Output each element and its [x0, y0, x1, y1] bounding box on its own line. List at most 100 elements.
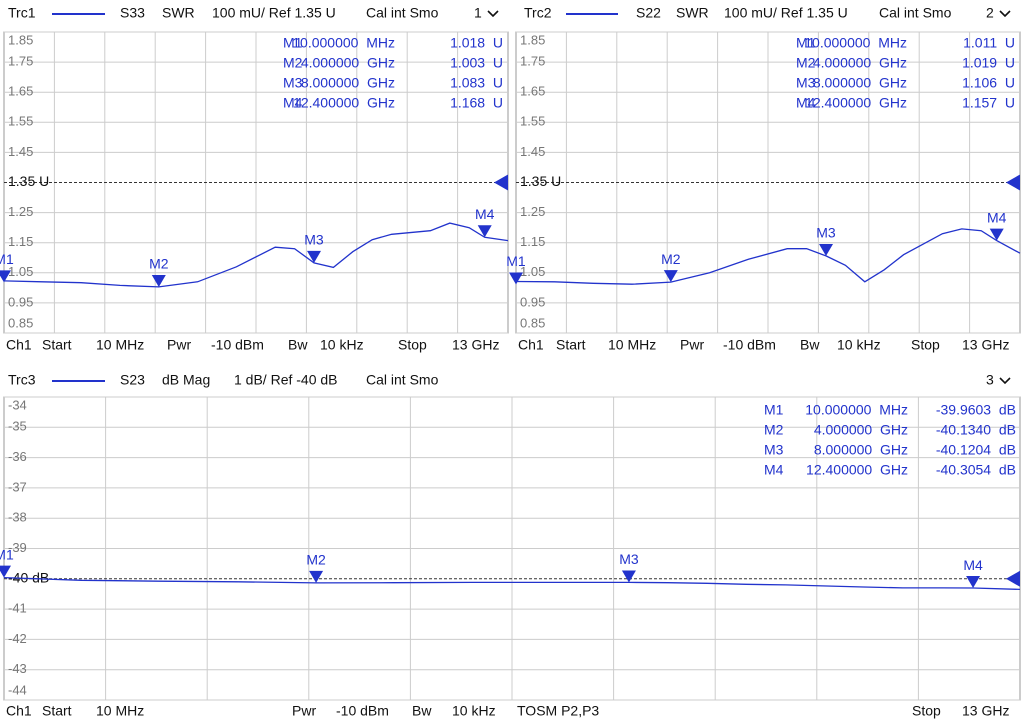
y-tick-label: 1.65	[8, 84, 33, 99]
header-text: 2	[986, 5, 994, 21]
y-tick-label: 1.25	[8, 204, 33, 219]
footer-text: 13 GHz	[962, 337, 1009, 353]
marker-table-value: -39.9603 dB	[936, 402, 1016, 418]
marker-table-name: M3	[796, 75, 816, 91]
y-tick-label: 1.25	[520, 204, 545, 219]
y-tick-label: -39	[8, 540, 27, 555]
marker-table-freq: 4.000000 GHz	[814, 422, 908, 438]
marker-triangle	[663, 270, 678, 283]
marker-table-value: -40.1204 dB	[936, 442, 1016, 458]
marker-table-value: -40.3054 dB	[936, 462, 1016, 478]
footer-text: 10 kHz	[452, 703, 496, 719]
header-text: S33	[120, 5, 145, 21]
y-tick-label: 1.45	[8, 144, 33, 159]
y-tick-label: -34	[8, 397, 27, 412]
y-tick-label: 1.35 U	[520, 173, 561, 189]
marker-label: M4	[963, 557, 983, 573]
marker-table-name: M1	[796, 35, 816, 51]
y-tick-label: 1.85	[520, 32, 545, 47]
header-text: Cal int Smo	[879, 5, 952, 21]
footer-text: Bw	[800, 337, 820, 353]
y-tick-label: 1.65	[520, 84, 545, 99]
marker-table-freq: 12.400000 GHz	[293, 95, 395, 111]
footer-text: -10 dBm	[211, 337, 264, 353]
footer-text: Start	[42, 337, 72, 353]
marker-label: M3	[816, 225, 836, 241]
marker-triangle	[307, 250, 322, 263]
reference-arrow	[1006, 570, 1020, 587]
marker-triangle	[989, 228, 1004, 241]
footer-text: Bw	[412, 703, 432, 719]
marker-table-value: 1.019 U	[962, 55, 1015, 71]
marker-label: M3	[304, 232, 324, 248]
header-text: 1	[474, 5, 482, 21]
marker-table-freq: 8.000000 GHz	[813, 75, 907, 91]
footer-text: Pwr	[680, 337, 704, 353]
marker-table-name: M2	[796, 55, 816, 71]
header-text: 100 mU/ Ref 1.35 U	[724, 5, 848, 21]
y-tick-label: 1.45	[520, 144, 545, 159]
y-tick-label: 1.55	[520, 114, 545, 129]
marker-table-name: M2	[283, 55, 303, 71]
footer-text: Ch1	[518, 337, 544, 353]
marker-table-value: 1.011 U	[963, 35, 1015, 51]
footer-text: -10 dBm	[723, 337, 776, 353]
marker-table-name: M4	[796, 95, 816, 111]
marker-table-value: 1.157 U	[962, 95, 1015, 111]
header-text: Cal int Smo	[366, 372, 439, 388]
marker-table-freq: 10.000000 MHz	[804, 35, 907, 51]
y-tick-label: -40 dB	[8, 570, 49, 586]
marker-triangle	[151, 274, 166, 287]
marker-triangle	[309, 570, 324, 583]
header-text: SWR	[676, 5, 709, 21]
footer-text: Pwr	[167, 337, 191, 353]
marker-label: M1	[506, 253, 526, 269]
y-tick-label: 1.05	[520, 264, 545, 279]
footer-text: -10 dBm	[336, 703, 389, 719]
footer-text: 10 kHz	[837, 337, 881, 353]
menu-chevron	[487, 10, 499, 18]
header-text: 3	[986, 372, 994, 388]
y-tick-label: -44	[8, 682, 27, 697]
footer-text: Ch1	[6, 337, 32, 353]
marker-triangle	[477, 225, 492, 238]
footer-text: 10 MHz	[96, 703, 144, 719]
y-tick-label: 1.05	[8, 264, 33, 279]
y-tick-label: 1.85	[8, 32, 33, 47]
footer-text: Start	[42, 703, 72, 719]
trace	[3, 576, 1021, 591]
marker-label: M1	[0, 546, 14, 562]
header-text: dB Mag	[162, 372, 210, 388]
footer-text: Stop	[912, 703, 941, 719]
marker-table-name: M1	[764, 402, 784, 418]
header-text: 1 dB/ Ref -40 dB	[234, 372, 338, 388]
marker-triangle	[621, 570, 636, 583]
marker-triangle	[966, 576, 981, 589]
footer-text: Pwr	[292, 703, 316, 719]
footer-text: 13 GHz	[452, 337, 499, 353]
marker-table-name: M3	[764, 442, 784, 458]
marker-label: M2	[306, 552, 326, 568]
marker-table-value: 1.003 U	[450, 55, 503, 71]
marker-table-freq: 4.000000 GHz	[813, 55, 907, 71]
header-text: S22	[636, 5, 661, 21]
header-text: SWR	[162, 5, 195, 21]
header-text: Trc3	[8, 372, 36, 388]
marker-table-freq: 8.000000 GHz	[301, 75, 395, 91]
marker-table-value: 1.106 U	[962, 75, 1015, 91]
marker-triangle	[509, 272, 523, 285]
marker-triangle	[819, 243, 834, 256]
footer-text: Start	[556, 337, 586, 353]
footer-text: 10 MHz	[96, 337, 144, 353]
y-tick-label: 0.85	[8, 315, 33, 330]
marker-table-name: M4	[764, 462, 784, 478]
marker-label: M4	[475, 206, 495, 222]
marker-table-name: M1	[283, 35, 303, 51]
marker-triangle	[0, 270, 11, 283]
marker-table-freq: 10.000000 MHz	[805, 402, 908, 418]
marker-table-value: -40.1340 dB	[936, 422, 1016, 438]
marker-table-freq: 12.400000 GHz	[805, 95, 907, 111]
marker-table-name: M3	[283, 75, 303, 91]
y-tick-label: 1.15	[520, 234, 545, 249]
marker-table-freq: 8.000000 GHz	[814, 442, 908, 458]
